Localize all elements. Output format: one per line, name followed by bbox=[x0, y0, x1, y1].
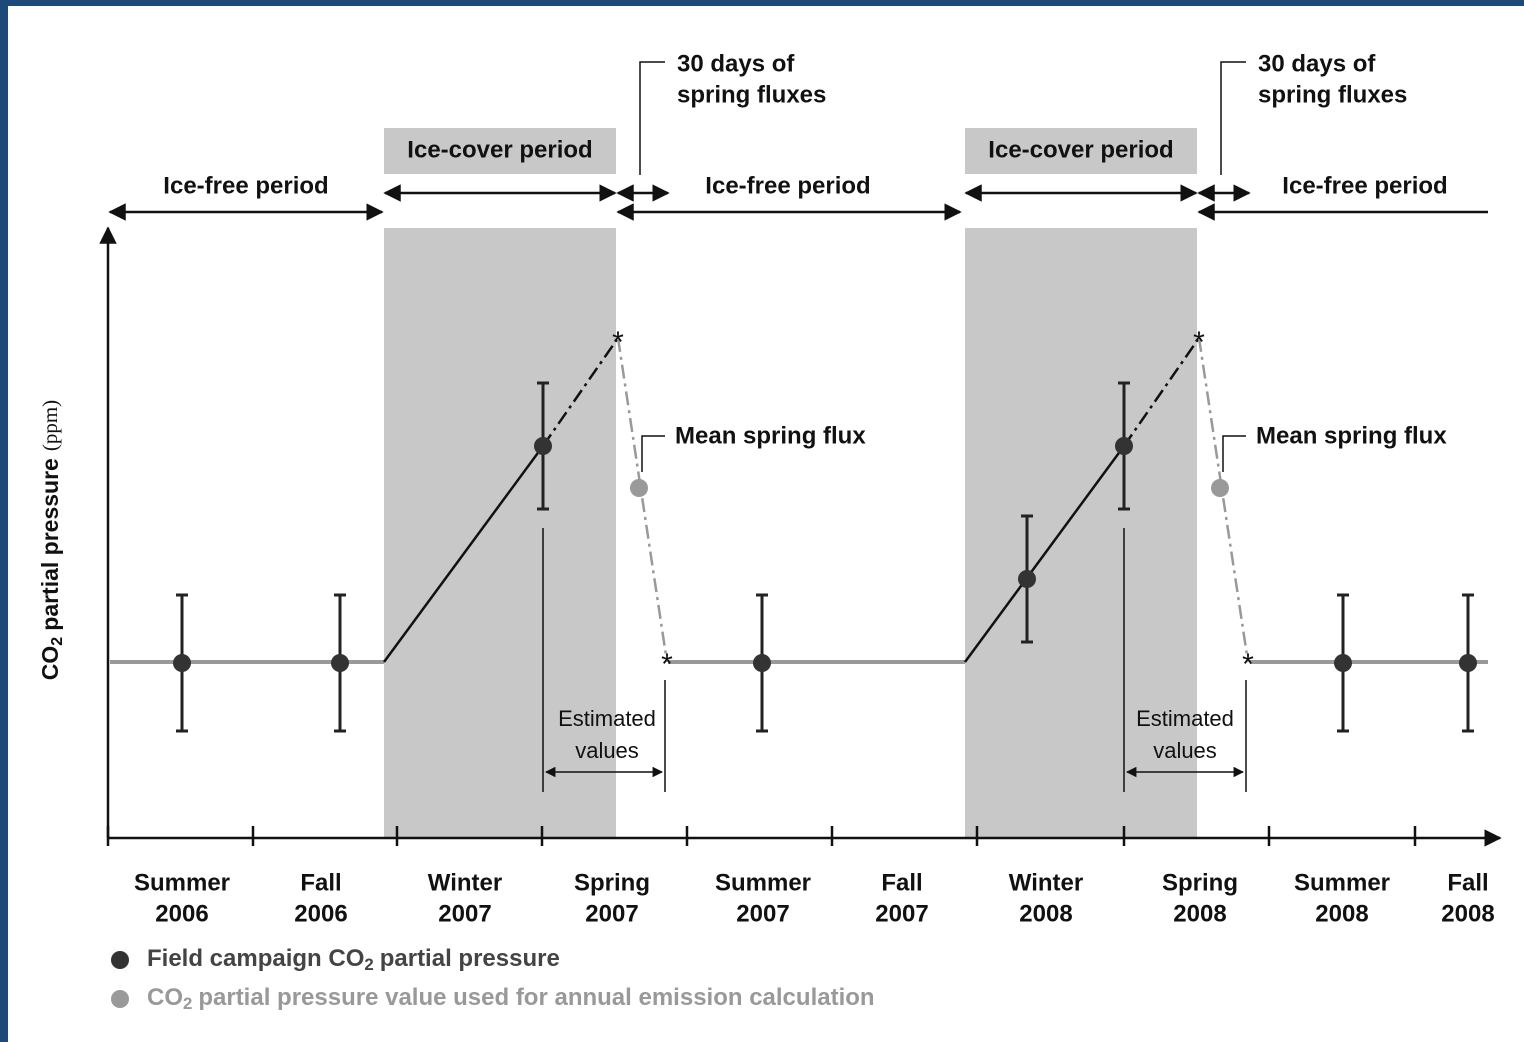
season-label: Summer bbox=[134, 869, 230, 896]
text-part: CO bbox=[147, 984, 183, 1011]
y-axis-label: CO2 partial pressure (ppm) bbox=[37, 400, 66, 680]
text-part: CO bbox=[37, 646, 63, 681]
subscript: 2 bbox=[183, 994, 192, 1013]
ice-cover-shade bbox=[384, 228, 616, 838]
season-year: 2008 bbox=[1315, 900, 1368, 927]
field-point bbox=[1459, 654, 1477, 672]
mean-flux-point bbox=[1211, 479, 1229, 497]
text-part: partial pressure bbox=[380, 945, 560, 972]
estimated-label: values bbox=[1153, 738, 1217, 763]
season-year: 2007 bbox=[438, 900, 491, 927]
spring-fluxes-label: 30 days of bbox=[1258, 50, 1376, 77]
spring-fluxes-label: 30 days of bbox=[677, 50, 795, 77]
field-point bbox=[173, 654, 191, 672]
asterisk: * bbox=[661, 648, 673, 681]
field-point bbox=[1115, 437, 1133, 455]
legend-label: Field campaign CO2 partial pressure bbox=[147, 945, 560, 974]
estimated-label: Estimated bbox=[558, 706, 656, 731]
asterisk: * bbox=[1242, 648, 1254, 681]
period-label: Ice-cover period bbox=[988, 136, 1173, 163]
callout bbox=[1220, 61, 1246, 175]
season-year: 2007 bbox=[585, 900, 638, 927]
period-label: Ice-free period bbox=[163, 172, 328, 199]
text-part: partial pressure value used for annual e… bbox=[198, 984, 874, 1011]
season-label: Spring bbox=[1162, 869, 1238, 896]
season-year: 2007 bbox=[736, 900, 789, 927]
callout bbox=[639, 61, 665, 175]
field-point bbox=[331, 654, 349, 672]
rise-extrapolation bbox=[541, 337, 620, 447]
period-label: Ice-free period bbox=[705, 172, 870, 199]
field-point bbox=[1018, 570, 1036, 588]
asterisk: * bbox=[612, 326, 624, 359]
field-point bbox=[534, 437, 552, 455]
season-year: 2006 bbox=[155, 900, 208, 927]
ice-cover-label-box bbox=[965, 128, 1197, 174]
estimated-label: values bbox=[575, 738, 639, 763]
season-label: Fall bbox=[881, 869, 922, 896]
season-label: Summer bbox=[1294, 869, 1390, 896]
legend-marker bbox=[111, 990, 129, 1008]
ice-cover-shade bbox=[965, 228, 1197, 838]
rise-extrapolation bbox=[1122, 337, 1201, 447]
field-point bbox=[1334, 654, 1352, 672]
season-year: 2008 bbox=[1173, 900, 1226, 927]
mean-flux-point bbox=[630, 479, 648, 497]
season-label: Fall bbox=[1447, 869, 1488, 896]
text-part: partial pressure bbox=[37, 458, 63, 631]
legend-marker bbox=[111, 951, 129, 969]
unit: (ppm) bbox=[38, 400, 62, 451]
ice-cover-label-box bbox=[384, 128, 616, 174]
spring-decline bbox=[616, 337, 669, 663]
season-year: 2007 bbox=[875, 900, 928, 927]
subscript: 2 bbox=[364, 955, 373, 974]
season-label: Fall bbox=[300, 869, 341, 896]
field-point bbox=[753, 654, 771, 672]
callout bbox=[1222, 435, 1246, 472]
text-part: Field campaign CO bbox=[147, 945, 364, 972]
season-label: Spring bbox=[574, 869, 650, 896]
content: Summer 2006 Fall 2006 Winter 2007 Spring 2007 Su… bbox=[37, 50, 1502, 1013]
spring-fluxes-label: spring fluxes bbox=[1258, 81, 1407, 108]
spring-decline bbox=[1197, 337, 1250, 663]
season-year: 2008 bbox=[1019, 900, 1072, 927]
callout bbox=[641, 435, 665, 472]
mean-flux-label: Mean spring flux bbox=[675, 422, 866, 449]
season-year: 2006 bbox=[294, 900, 347, 927]
rise-line bbox=[382, 445, 545, 663]
mean-flux-label: Mean spring flux bbox=[1256, 422, 1447, 449]
asterisk: * bbox=[1193, 326, 1205, 359]
period-label: Ice-free period bbox=[1282, 172, 1447, 199]
legend-label: CO2 partial pressure value used for annua… bbox=[147, 984, 875, 1013]
rise-line bbox=[963, 445, 1126, 663]
background bbox=[8, 6, 1524, 1042]
season-label: Summer bbox=[715, 869, 811, 896]
period-label: Ice-cover period bbox=[407, 136, 592, 163]
subscript: 2 bbox=[48, 637, 66, 646]
season-label: Winter bbox=[428, 869, 502, 896]
spring-fluxes-label: spring fluxes bbox=[677, 81, 826, 108]
estimated-label: Estimated bbox=[1136, 706, 1234, 731]
season-label: Winter bbox=[1009, 869, 1083, 896]
season-year: 2008 bbox=[1441, 900, 1494, 927]
